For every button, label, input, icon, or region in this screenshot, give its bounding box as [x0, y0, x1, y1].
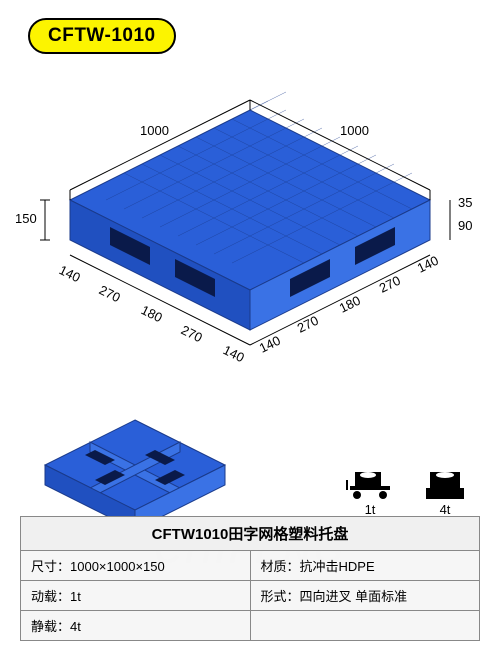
spec-title: CFTW1010田字网格塑料托盘 [21, 517, 479, 551]
dim-top-left: 1000 [140, 123, 169, 138]
spec-cell: 静载：4t [21, 611, 251, 640]
svg-text:140: 140 [257, 333, 283, 356]
svg-text:180: 180 [337, 293, 363, 316]
table-row: 静载：4t [21, 611, 479, 640]
dim-height: 150 [15, 211, 37, 226]
static-load-icon: 4t [420, 470, 470, 517]
dim-rail-a: 35 [458, 195, 472, 210]
dim-rail-b: 90 [458, 218, 472, 233]
svg-text:270: 270 [179, 322, 205, 345]
dynamic-load-label: 1t [365, 502, 376, 517]
spec-table: CFTW1010田字网格塑料托盘 尺寸：1000×1000×150 材质：抗冲击… [20, 516, 480, 641]
isometric-diagram: 1000 1000 150 35 90 140 270 180 270 140 … [0, 45, 500, 410]
svg-text:180: 180 [139, 302, 165, 325]
spec-cell: 材质：抗冲击HDPE [251, 551, 480, 580]
spec-cell: 尺寸：1000×1000×150 [21, 551, 251, 580]
table-row: 尺寸：1000×1000×150 材质：抗冲击HDPE [21, 551, 479, 581]
svg-text:270: 270 [295, 313, 321, 336]
load-icons-group: 1t 4t [345, 470, 470, 517]
spec-cell: 动载：1t [21, 581, 251, 610]
svg-text:270: 270 [377, 273, 403, 296]
spec-cell: 形式：四向进叉 单面标准 [251, 581, 480, 610]
svg-text:140: 140 [221, 342, 247, 365]
static-load-label: 4t [440, 502, 451, 517]
spec-cell [251, 611, 480, 640]
svg-text:140: 140 [415, 253, 441, 276]
dim-top-right: 1000 [340, 123, 369, 138]
svg-text:270: 270 [97, 282, 123, 305]
table-row: 动载：1t 形式：四向进叉 单面标准 [21, 581, 479, 611]
dynamic-load-icon: 1t [345, 470, 395, 517]
svg-text:140: 140 [57, 262, 83, 285]
